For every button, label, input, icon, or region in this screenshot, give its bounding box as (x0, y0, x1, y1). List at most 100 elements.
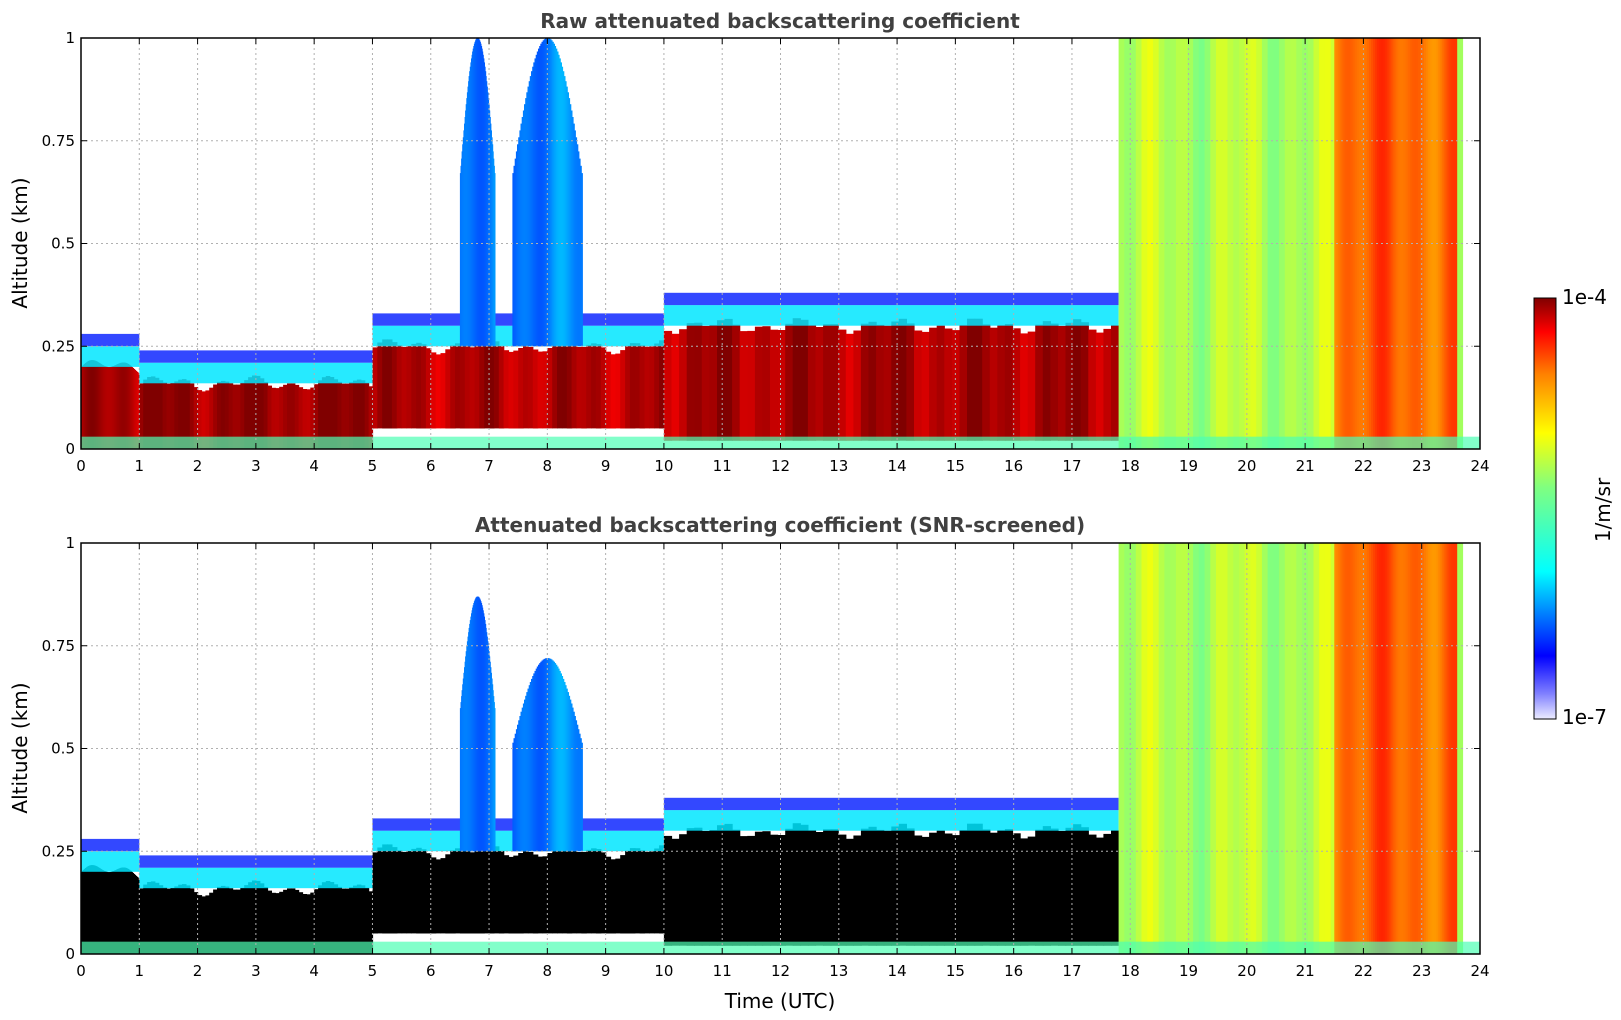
heatmap-cell (1042, 321, 1051, 441)
heatmap-cell (275, 388, 280, 449)
heatmap-cell (508, 856, 514, 934)
heatmap-cell (121, 867, 124, 954)
heatmap-cell (518, 720, 520, 852)
heatmap-cell (569, 699, 572, 852)
heatmap-cell (529, 682, 532, 852)
heatmap-cell (629, 848, 636, 934)
heatmap-cell (575, 137, 578, 347)
heatmap-cell (563, 76, 566, 347)
heatmap-cell (1250, 38, 1257, 449)
heatmap-cell (739, 836, 748, 946)
heatmap-cell (228, 383, 234, 449)
heatmap-cell (1296, 38, 1303, 449)
heatmap-cell (1324, 38, 1332, 449)
heatmap-cell (1050, 828, 1059, 946)
heatmap-cell (1366, 543, 1370, 954)
heatmap-cell (552, 41, 554, 347)
heatmap-cell (1393, 543, 1396, 954)
heatmap-cell (116, 364, 118, 449)
heatmap-cell (644, 851, 650, 934)
heatmap-cell (224, 886, 230, 954)
heatmap-cell (1095, 837, 1105, 946)
heatmap-cell (1035, 829, 1044, 946)
heatmap-cell (372, 347, 378, 429)
heatmap-cell (406, 346, 412, 429)
heatmap-cell (605, 351, 612, 429)
heatmap-cell (555, 48, 558, 347)
heatmap-cell (552, 660, 554, 852)
heatmap-cell (898, 318, 907, 441)
heatmap-cell (514, 733, 517, 852)
heatmap-cell (1111, 830, 1120, 946)
heatmap-cell (232, 384, 238, 449)
heatmap-cell (103, 365, 105, 449)
heatmap-cell (1387, 38, 1390, 449)
heatmap-cell (259, 378, 265, 449)
heatmap-cell (1358, 38, 1362, 449)
heatmap-cell (615, 858, 621, 934)
heatmap-cell (1348, 38, 1352, 449)
heatmap-cell (1080, 827, 1089, 946)
x-tick-label: 0 (76, 457, 86, 475)
heatmap-cell (545, 658, 547, 852)
heatmap-cell (548, 38, 551, 347)
heatmap-cell (1452, 38, 1456, 449)
heatmap-cell (1454, 543, 1458, 954)
heatmap-cell (513, 350, 519, 429)
heatmap-cell (1432, 543, 1435, 954)
heatmap-cell (1216, 543, 1223, 954)
heatmap-cell (838, 329, 847, 441)
heatmap-cell (107, 367, 109, 449)
heatmap-cell (90, 360, 93, 449)
layer-edge-band (81, 333, 140, 347)
heatmap-cell (88, 865, 91, 954)
x-tick-label: 22 (1354, 962, 1373, 980)
heatmap-cell (494, 708, 496, 852)
heatmap-cell (830, 324, 839, 441)
heatmap-cell (302, 894, 307, 954)
heatmap-cell (445, 349, 451, 429)
heatmap-cell (185, 380, 191, 449)
heatmap-cell (898, 823, 907, 946)
heatmap-cell (520, 711, 523, 852)
heatmap-cell (498, 851, 505, 934)
heatmap-cell (591, 343, 597, 429)
heatmap-cell (255, 880, 261, 954)
heatmap-cell (891, 826, 900, 946)
heatmap-cell (959, 830, 968, 946)
heatmap-cell (124, 362, 127, 449)
heatmap-cell (557, 339, 563, 429)
heatmap-cell (91, 865, 94, 954)
heatmap-cell (124, 867, 127, 954)
heatmap-cell (1296, 543, 1303, 954)
heatmap-cell (800, 319, 809, 441)
heatmap-cell (577, 151, 580, 347)
heatmap-cell (845, 838, 854, 946)
heatmap-cell (815, 832, 824, 946)
heatmap-cell (1389, 38, 1392, 449)
heatmap-cell (519, 716, 522, 852)
heatmap-cell (341, 888, 346, 954)
heatmap-cell (110, 366, 112, 449)
heatmap-cell (770, 329, 779, 441)
heatmap-cell (86, 361, 89, 449)
heatmap-cell (1250, 543, 1257, 954)
heatmap-cell (512, 173, 515, 347)
heatmap-cell (255, 375, 261, 449)
heatmap-cell (205, 390, 210, 449)
heatmap-cell (341, 383, 346, 449)
x-tick-label: 21 (1296, 457, 1315, 475)
heatmap-cell (1324, 543, 1332, 954)
heatmap-cell (526, 92, 529, 347)
heatmap-cell (87, 361, 90, 449)
heatmap-cell (883, 325, 892, 441)
heatmap-cell (577, 729, 580, 852)
heatmap-cell (548, 658, 551, 852)
x-tick-label: 13 (829, 962, 848, 980)
heatmap-cell (1362, 38, 1366, 449)
heatmap-cell (581, 346, 587, 429)
heatmap-cell (545, 38, 547, 347)
heatmap-cell (86, 866, 89, 954)
heatmap-cell (1342, 38, 1345, 449)
heatmap-cell (294, 889, 300, 954)
